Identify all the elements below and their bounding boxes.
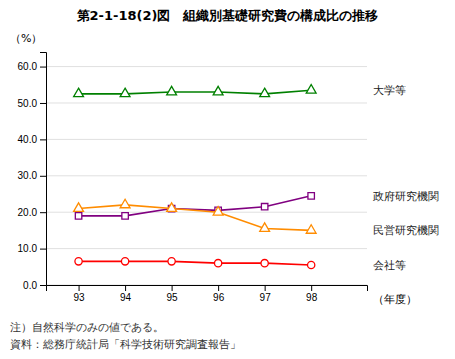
x-axis: 93 94 95 96 97 98 — [47, 285, 368, 303]
point — [306, 85, 316, 94]
series-label: 民営研究機関 — [373, 224, 439, 237]
x-tick-label: 96 — [213, 292, 225, 303]
series-label: 政府研究機関 — [373, 190, 439, 203]
point — [260, 88, 270, 97]
x-tick-label: 95 — [167, 292, 179, 303]
point — [74, 88, 84, 97]
point — [168, 258, 175, 265]
y-axis-title: （%） — [10, 32, 42, 45]
x-tick-label: 97 — [260, 292, 272, 303]
point — [260, 223, 270, 232]
title: 第2-1-18(2)図 組織別基礎研究費の構成比の推移 — [76, 8, 379, 23]
point — [167, 86, 177, 95]
y-tick: 20.0 — [18, 207, 46, 218]
y-tick: 30.0 — [18, 170, 46, 181]
point — [213, 207, 223, 216]
y-tick-mark — [40, 139, 46, 140]
point — [261, 203, 267, 209]
line — [79, 90, 312, 94]
series — [75, 258, 315, 269]
point — [121, 258, 128, 265]
plot: 0.0 10.0 20.0 30.0 40.0 50.0 60.0 93 94 95 96 97 98 大… — [18, 53, 439, 304]
y-tick-mark — [40, 285, 46, 286]
grid-line — [46, 175, 367, 176]
point — [122, 213, 128, 219]
x-tick-mark — [125, 285, 126, 291]
y-tick: 10.0 — [18, 243, 46, 254]
y-tick-mark — [40, 67, 46, 68]
y-tick: 50.0 — [18, 98, 46, 109]
y-tick-label: 20.0 — [18, 207, 38, 218]
series — [74, 199, 316, 233]
note: 注）自然科学のみの値である。 — [10, 321, 164, 333]
x-tick-mark — [218, 285, 219, 291]
y-tick-mark — [40, 176, 46, 177]
grid-line — [46, 139, 367, 140]
point — [167, 203, 177, 212]
x-tick: 95 — [167, 285, 179, 303]
line — [79, 261, 312, 265]
y-tick: 60.0 — [18, 61, 46, 72]
x-tick-label: 94 — [120, 292, 132, 303]
x-axis-line — [47, 286, 368, 292]
note: 資料：総務庁統計局「科学技術研究調査報告」 — [10, 338, 241, 350]
y-tick: 0.0 — [23, 280, 46, 291]
grid — [46, 67, 367, 285]
y-tick-mark — [40, 103, 46, 104]
y-tick-label: 30.0 — [18, 170, 38, 181]
x-tick: 96 — [213, 285, 225, 303]
point — [261, 260, 268, 267]
line — [79, 205, 312, 230]
x-tick-mark — [311, 285, 312, 291]
point — [308, 193, 314, 199]
grid-line — [46, 66, 367, 67]
point — [120, 88, 130, 97]
x-tick-mark — [79, 285, 80, 291]
point — [214, 260, 221, 267]
x-axis-title: （年度） — [373, 293, 417, 306]
y-tick-mark — [40, 249, 46, 250]
series-label: 大学等 — [373, 84, 406, 97]
y-axis: 0.0 10.0 20.0 30.0 40.0 50.0 60.0 — [18, 53, 47, 291]
point — [306, 225, 316, 234]
y-tick-label: 50.0 — [18, 98, 38, 109]
x-tick-mark — [172, 285, 173, 291]
point — [120, 199, 130, 208]
x-tick-mark — [265, 285, 266, 291]
y-axis-line — [40, 53, 47, 286]
x-tick: 94 — [120, 285, 132, 303]
series — [74, 85, 316, 97]
x-tick: 98 — [306, 285, 318, 303]
point — [213, 86, 223, 95]
grid-line — [46, 248, 367, 249]
grid-line — [46, 102, 367, 103]
y-tick-label: 60.0 — [18, 61, 38, 72]
series-labels: 大学等政府研究機関民営研究機関会社等 — [373, 84, 439, 272]
point — [74, 203, 84, 212]
y-tick: 40.0 — [18, 134, 46, 145]
point — [75, 258, 82, 265]
point — [308, 261, 315, 268]
y-tick-label: 40.0 — [18, 134, 38, 145]
series-label: 会社等 — [373, 259, 406, 272]
marks — [74, 85, 316, 269]
y-tick-label: 0.0 — [23, 280, 37, 291]
x-tick: 93 — [74, 285, 86, 303]
x-tick-label: 93 — [74, 292, 86, 303]
x-tick: 97 — [260, 285, 272, 303]
chart: 0.0 10.0 20.0 30.0 40.0 50.0 60.0 93 94 95 96 97 98 大… — [0, 0, 455, 359]
y-tick-label: 10.0 — [18, 243, 38, 254]
y-tick-mark — [40, 212, 46, 213]
point — [75, 213, 81, 219]
x-tick-label: 98 — [306, 292, 318, 303]
